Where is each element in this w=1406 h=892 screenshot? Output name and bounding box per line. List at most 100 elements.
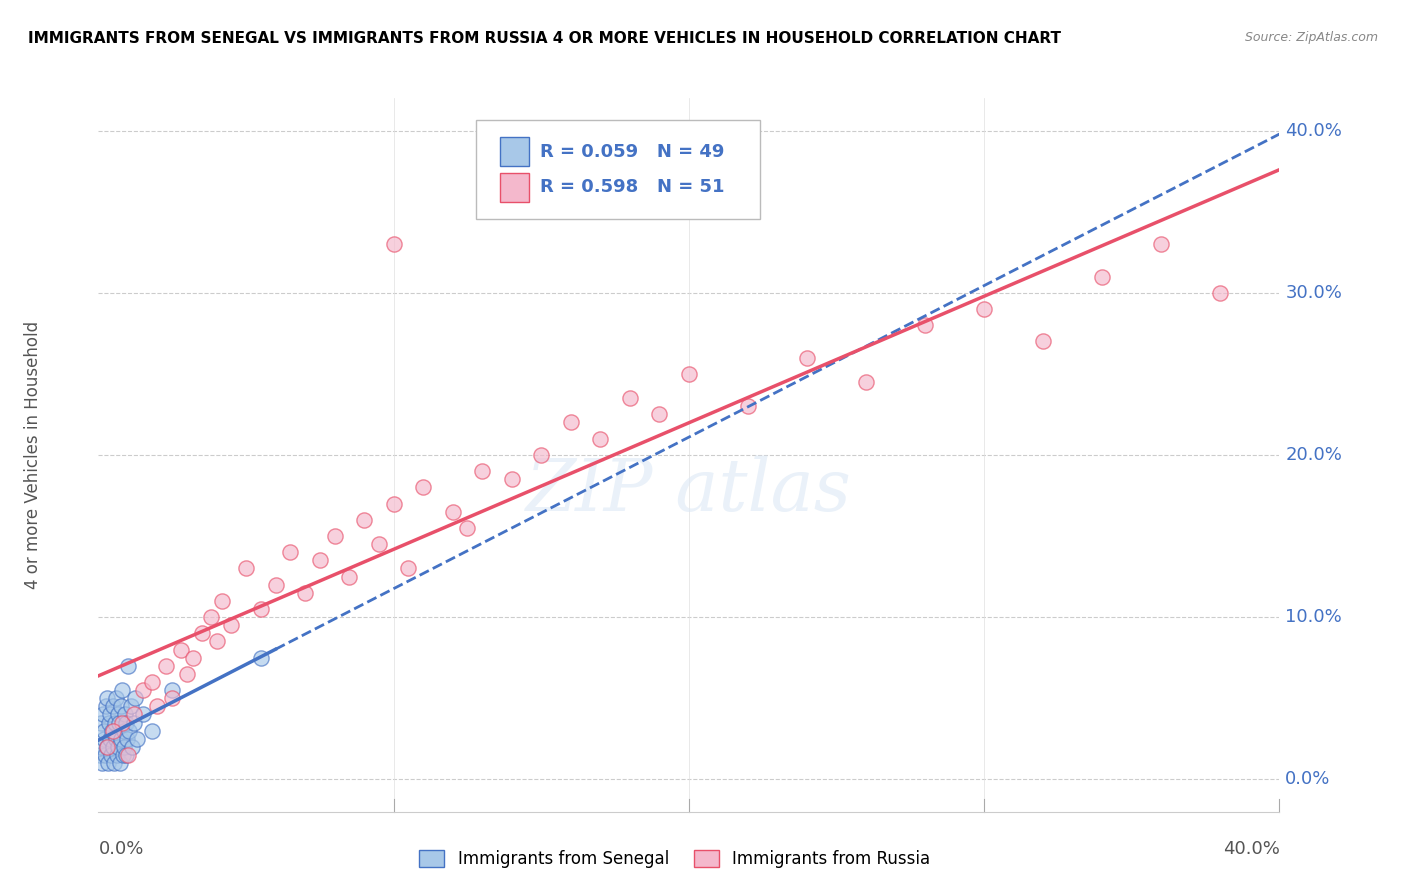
Point [278,545,302,559]
Legend: Immigrants from Senegal, Immigrants from Russia: Immigrants from Senegal, Immigrants from… [413,843,936,875]
Point [122,715,145,730]
Point [170,642,193,657]
Point [589,432,612,446]
Text: 20.0%: 20.0% [1285,446,1343,464]
Point [103,723,125,738]
Point [855,375,877,389]
Point [112,739,135,754]
Point [117,731,139,746]
Point [104,715,127,730]
Point [382,237,405,252]
Point [1091,269,1114,284]
Text: R = 0.598   N = 51: R = 0.598 N = 51 [540,178,724,196]
Point [205,634,228,648]
Point [141,723,163,738]
Text: ZIP atlas: ZIP atlas [526,455,852,526]
Point [471,464,494,478]
Point [104,731,127,746]
Point [105,747,128,762]
Bar [501,137,530,166]
Point [124,691,146,706]
Point [120,699,142,714]
Point [132,683,155,698]
Point [89,747,111,762]
Text: 0.0%: 0.0% [1285,771,1330,789]
Point [103,756,125,770]
Point [111,747,134,762]
Point [100,723,122,738]
Point [530,448,553,462]
Point [110,731,132,746]
Point [117,747,139,762]
Text: 40.0%: 40.0% [1285,121,1343,139]
Point [1150,237,1173,252]
Point [796,351,818,365]
Point [396,561,419,575]
Bar [501,173,530,202]
Point [219,618,243,632]
Point [108,715,131,730]
Point [132,707,155,722]
Point [101,739,124,754]
Point [90,739,112,754]
Point [111,683,134,698]
Point [250,650,273,665]
Point [323,529,346,543]
Point [93,723,115,738]
Point [191,626,214,640]
Text: Source: ZipAtlas.com: Source: ZipAtlas.com [1244,31,1378,45]
Point [456,521,478,535]
Point [112,723,135,738]
Point [162,691,183,706]
Point [114,747,136,762]
Point [294,586,316,600]
Point [97,756,120,770]
Point [91,756,114,770]
Point [117,658,139,673]
Point [441,505,464,519]
Point [973,301,995,316]
Point [501,472,523,486]
Text: 40.0%: 40.0% [1223,840,1279,858]
Point [98,707,121,722]
Point [560,416,582,430]
Point [121,739,143,754]
Point [107,739,129,754]
Point [122,707,145,722]
Point [737,399,759,413]
Point [115,715,138,730]
Point [264,577,287,591]
Point [155,658,177,673]
Point [96,739,118,754]
Point [181,650,204,665]
Point [141,675,163,690]
Point [105,691,128,706]
Point [1032,334,1054,349]
Point [235,561,257,575]
Point [94,699,117,714]
Point [93,731,115,746]
Text: R = 0.059   N = 49: R = 0.059 N = 49 [540,143,724,161]
Point [107,707,129,722]
Point [96,739,118,754]
Point [114,707,136,722]
Point [678,367,700,381]
Point [98,731,121,746]
FancyBboxPatch shape [477,120,759,219]
Point [412,480,434,494]
Text: 4 or more Vehicles in Household: 4 or more Vehicles in Household [24,321,42,589]
Point [100,747,122,762]
Point [91,707,114,722]
Point [162,683,183,698]
Point [108,756,131,770]
Point [619,391,641,405]
Point [90,715,112,730]
Point [368,537,391,551]
Point [211,594,233,608]
Point [200,610,222,624]
Point [353,513,375,527]
Point [146,699,169,714]
Point [94,747,117,762]
Point [648,408,671,422]
Point [125,731,148,746]
